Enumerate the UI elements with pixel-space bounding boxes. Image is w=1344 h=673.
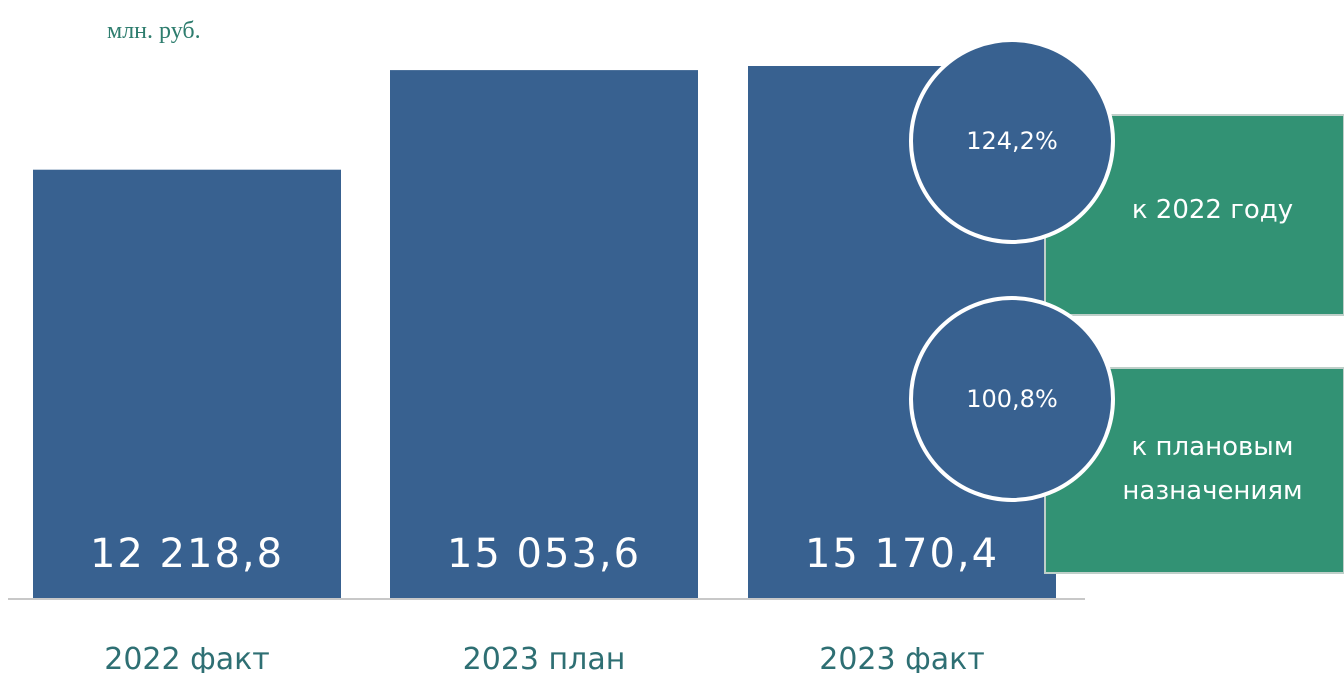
unit-label: млн. руб. xyxy=(107,18,201,44)
callout-1: к 2022 году 124,2% xyxy=(909,38,1344,316)
category-labels-group: 2022 факт 2023 план 2023 факт xyxy=(104,642,985,673)
bars-group xyxy=(33,66,1056,599)
category-label: 2022 факт xyxy=(104,642,270,673)
category-label: 2023 план xyxy=(463,642,626,673)
percent-label: 100,8% xyxy=(966,385,1058,413)
bar-value-label: 12 218,8 xyxy=(90,531,284,577)
callout-text: назначениям xyxy=(1122,476,1302,506)
callout-text: к 2022 году xyxy=(1132,195,1293,225)
callouts-group: к 2022 году 124,2% к плановым назначениям 10… xyxy=(909,38,1344,574)
percent-label: 124,2% xyxy=(966,127,1058,155)
callout-text: к плановым xyxy=(1132,432,1294,462)
bar-value-label: 15 053,6 xyxy=(447,531,641,577)
bar-1 xyxy=(33,169,341,599)
bar-value-label: 15 170,4 xyxy=(805,531,999,577)
bar-labels-group: 12 218,8 15 053,6 15 170,4 xyxy=(90,531,999,577)
percent-circle xyxy=(909,296,1115,502)
callout-2: к плановым назначениям 100,8% xyxy=(909,296,1344,574)
category-label: 2023 факт xyxy=(819,642,985,673)
bar-2 xyxy=(390,70,698,599)
percent-circle xyxy=(909,38,1115,244)
